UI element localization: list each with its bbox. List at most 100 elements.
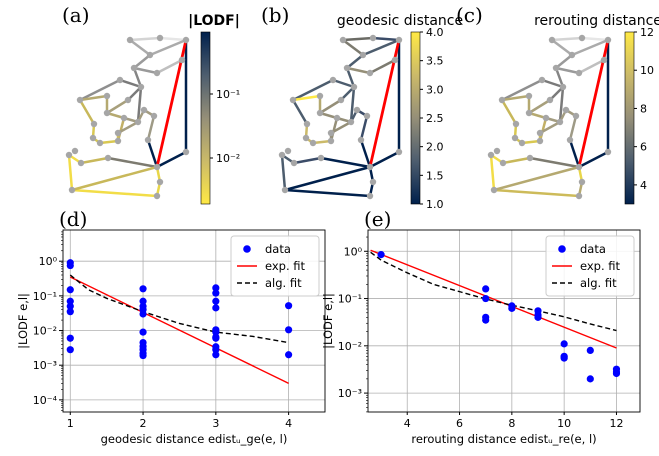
network-edge <box>128 36 162 42</box>
network-node <box>329 76 337 84</box>
legend-label: alg. fit <box>265 276 302 290</box>
data-point <box>560 354 568 362</box>
data-point <box>285 302 293 310</box>
data-point <box>586 375 594 383</box>
network-node <box>357 136 365 144</box>
data-point <box>508 304 516 312</box>
colorbar-c-tick-label: 10 <box>640 64 654 77</box>
network-node <box>302 134 310 142</box>
network-edge <box>371 36 401 42</box>
y-tick-label: 10⁻¹ <box>33 290 57 303</box>
panel-label-c: (c) <box>456 3 483 27</box>
network-node <box>575 192 583 200</box>
network-node <box>146 51 154 59</box>
network-edge <box>568 114 578 142</box>
data-point <box>139 328 147 336</box>
network-node <box>548 36 556 44</box>
network-edge <box>341 38 365 57</box>
network-node <box>153 69 161 77</box>
legend-label: exp. fit <box>580 259 621 273</box>
legend-label: alg. fit <box>580 276 617 290</box>
network-node <box>391 56 399 64</box>
colorbar-ticks: 10⁻¹ 10⁻² 4.0 3.5 3.0 2.5 2.0 1.5 1.0 12 10 8 6 4 <box>210 26 654 211</box>
network-node <box>317 154 325 162</box>
network-edge <box>345 53 365 70</box>
network-node <box>103 109 111 117</box>
network-node <box>566 136 574 144</box>
network-edge <box>155 58 184 75</box>
data-point <box>66 297 74 305</box>
data-point <box>212 334 220 342</box>
network-edge <box>345 66 372 75</box>
network-node <box>604 36 612 44</box>
data-point <box>66 286 74 294</box>
network-edge <box>558 85 565 124</box>
data-point <box>139 310 147 318</box>
network-node <box>511 134 519 142</box>
network-edge <box>492 188 581 198</box>
network-edge <box>291 94 322 102</box>
colorbar-a-tick-label: 10⁻² <box>216 152 240 165</box>
network-node <box>182 36 190 44</box>
network-edge <box>318 98 343 115</box>
colorbar-b-tick-label: 1.0 <box>426 198 444 211</box>
data-point <box>377 251 385 259</box>
network-node <box>77 159 85 167</box>
network-edge <box>70 188 159 198</box>
network-edge <box>148 38 188 57</box>
network-node <box>316 92 324 100</box>
data-point <box>212 346 220 354</box>
network-node <box>339 36 347 44</box>
network-node <box>518 139 526 147</box>
network-node <box>156 178 164 186</box>
x-axis-label: rerouting distance edistᵤ_re(e, l) <box>411 432 596 446</box>
network-edge <box>158 36 188 42</box>
network-edge <box>359 114 369 142</box>
network-node <box>140 106 148 114</box>
data-point <box>285 326 293 334</box>
network-node <box>182 148 190 156</box>
legend-box <box>230 235 320 297</box>
network-edge <box>570 38 610 57</box>
y-tick-label: 10⁻² <box>33 325 57 338</box>
network-node <box>395 148 403 156</box>
network-edge <box>577 58 606 75</box>
network-node <box>499 159 507 167</box>
network-edge <box>359 138 372 169</box>
network-edge <box>283 188 372 198</box>
plot-frame <box>62 229 326 413</box>
colorbar-c-tick-label: 12 <box>640 26 654 39</box>
exp-fit-line <box>69 276 289 384</box>
network-edge <box>492 165 581 192</box>
plot-frame <box>367 229 641 413</box>
network-node <box>512 120 520 128</box>
network-edge <box>146 138 159 169</box>
network-node <box>366 163 374 171</box>
network-node <box>538 76 546 84</box>
network-node <box>343 64 351 72</box>
colorbar-c-tick-label: 8 <box>640 102 647 115</box>
network-node <box>120 114 128 122</box>
network-edge <box>128 38 152 57</box>
network-edge <box>331 78 356 89</box>
panel-label: (e) <box>364 207 391 231</box>
network-node <box>137 83 145 91</box>
network-edge <box>489 153 496 192</box>
data-point <box>212 304 220 312</box>
network-edge <box>554 66 565 89</box>
network-node <box>487 151 495 159</box>
network-edge <box>291 98 309 126</box>
network-edge <box>368 58 397 75</box>
network-edge <box>368 150 401 169</box>
network-node <box>178 56 186 64</box>
network-edge <box>136 85 143 124</box>
colorbar-b-tick-label: 2.5 <box>426 112 444 125</box>
y-tick-label: 10⁻¹ <box>338 293 362 306</box>
network-node <box>347 118 355 126</box>
network-node <box>546 96 554 104</box>
network-node <box>96 139 104 147</box>
network-node <box>124 96 132 104</box>
network-node <box>572 112 580 120</box>
network-node <box>327 137 335 145</box>
network-node <box>281 186 289 194</box>
